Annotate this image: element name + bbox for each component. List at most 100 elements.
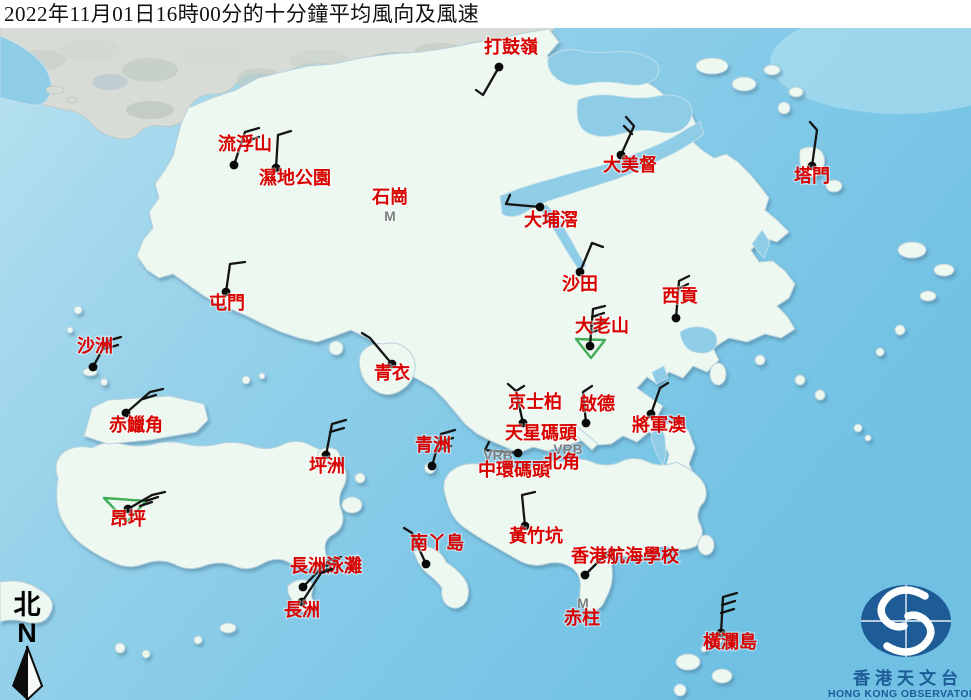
- station-tap-mun: 塔門: [793, 120, 831, 188]
- station-lau-fau-shan: 流浮山: [217, 126, 273, 170]
- station-label-waglan-island: 橫瀾島: [703, 631, 757, 653]
- station-note-central-pier: VRB: [483, 447, 513, 463]
- station-dot-lamma-island: [421, 559, 431, 569]
- station-dot-wetland-park: [271, 163, 281, 173]
- station-label-kings-park: 京士柏: [508, 391, 562, 413]
- wind-barb-sha-chau: [91, 335, 123, 369]
- wind-barb-tai-mei-tuk: [619, 115, 636, 157]
- station-label-wong-chuk-hang: 黃竹坑: [508, 525, 563, 547]
- station-label-kai-tak: 啟德: [579, 393, 615, 415]
- hk-island-land: [443, 458, 707, 612]
- station-note-shek-kong: M: [384, 208, 396, 224]
- station-label-tseung-kwan-o: 將軍澳: [632, 414, 687, 436]
- tseung-kwan-o-bay: [650, 421, 667, 468]
- station-dot-tai-mei-tuk: [616, 150, 626, 160]
- north-arrow-right: [26, 645, 44, 700]
- station-label-cheung-chau-beach: 長洲泳灘: [290, 555, 362, 577]
- hko-logo: 香港天文台 HONG KONG OBSERVATORY: [828, 585, 971, 700]
- station-dot-sai-kung: [671, 313, 681, 323]
- station-dot-green-island: [427, 461, 437, 471]
- station-label-lamma-island: 南丫島: [410, 532, 464, 554]
- station-label-tates-cairn: 大老山: [575, 315, 629, 337]
- plover-cove: [576, 94, 693, 137]
- station-dot-kings-park: [518, 418, 528, 428]
- station-star-ferry-pier: 天星碼頭: [483, 422, 579, 458]
- station-kai-tak: 啟德: [578, 384, 616, 428]
- station-label-stanley: 赤柱: [564, 607, 600, 629]
- station-waglan-island: 橫瀾島: [702, 591, 758, 654]
- station-label-tap-mun: 塔門: [794, 165, 830, 187]
- hebe-haven: [651, 365, 669, 385]
- station-dot-wong-chuk-hang: [520, 521, 530, 531]
- station-dot-chek-lap-kok: [121, 408, 131, 418]
- north-compass: 北 N: [12, 590, 44, 700]
- station-dot-star-ferry-pier: [513, 448, 523, 458]
- wind-barb-hk-sea-school: [583, 547, 623, 577]
- wind-barb-ta-kwu-ling: [474, 65, 501, 97]
- station-tai-po-kau: 大埔滘: [504, 193, 579, 232]
- station-triangle-ngong-ping: [102, 496, 148, 524]
- station-dot-sha-tin: [575, 267, 585, 277]
- wind-barb-tsing-yi: [360, 331, 394, 366]
- station-hk-sea-school: 香港航海學校: [569, 544, 681, 580]
- station-sha-chau: 沙洲: [76, 335, 123, 372]
- station-lamma-island: 南丫島: [402, 526, 465, 569]
- title-bar: 2022年11月01日16時00分的十分鐘平均風向及風速: [0, 0, 971, 28]
- station-dot-cheung-chau: [297, 597, 307, 607]
- station-sha-tin: 沙田: [561, 241, 605, 296]
- wind-barb-kings-park: [506, 382, 526, 425]
- station-label-cheung-chau: 長洲: [284, 600, 320, 621]
- station-dot-waglan-island: [716, 628, 726, 638]
- station-dot-tuen-mun: [221, 287, 231, 297]
- station-dot-sha-chau: [88, 362, 98, 372]
- hk-land-group: [0, 28, 955, 697]
- station-cheung-chau: 長洲: [283, 567, 334, 622]
- lantau-island-land: [55, 440, 347, 570]
- station-dot-ta-kwu-ling: [494, 62, 504, 72]
- wind-barb-tap-mun: [808, 120, 819, 168]
- airport-island: [83, 395, 209, 445]
- station-label-tsing-yi: 青衣: [374, 362, 410, 384]
- station-label-peng-chau: 坪洲: [309, 456, 345, 477]
- station-label-chek-lap-kok: 赤鱲角: [109, 414, 163, 436]
- inland-waters: [499, 49, 771, 468]
- station-ta-kwu-ling: 打鼓嶺: [474, 35, 539, 97]
- station-dot-ngong-ping: [123, 504, 133, 514]
- station-cheung-chau-beach: 長洲泳灘: [289, 554, 363, 592]
- wind-barb-cheung-chau-beach: [301, 555, 343, 589]
- wind-barb-kai-tak: [581, 384, 594, 425]
- wind-barb-tuen-mun: [224, 260, 247, 294]
- station-kings-park: 京士柏: [506, 382, 563, 428]
- station-label-sai-kung: 西貢: [662, 286, 698, 307]
- station-dot-tseung-kwan-o: [646, 409, 656, 419]
- wind-barb-cheung-chau: [300, 567, 334, 604]
- wind-barb-chek-lap-kok: [124, 387, 165, 415]
- wind-barb-green-island: [430, 428, 457, 468]
- station-label-tuen-mun: 屯門: [209, 292, 245, 314]
- station-dot-tsing-yi: [387, 359, 397, 369]
- port-shelter: [679, 326, 718, 354]
- wind-barb-wong-chuk-hang: [520, 490, 537, 528]
- station-dot-kai-tak: [581, 418, 591, 428]
- wind-barb-star-ferry-pier: [483, 440, 520, 455]
- stations-layer: 打鼓嶺流浮山濕地公園M石崗大美督塔門大埔滘沙田西貢大老山屯門沙洲青衣赤鱲角京士柏…: [76, 35, 832, 655]
- station-stanley: M赤柱: [563, 594, 602, 630]
- station-label-lau-fau-shan: 流浮山: [218, 133, 272, 155]
- station-label-ta-kwu-ling: 打鼓嶺: [484, 36, 538, 58]
- station-wetland-park: 濕地公園: [258, 129, 332, 190]
- tsing-yi-island: [358, 342, 416, 396]
- compass-n-label: N: [17, 618, 37, 648]
- station-green-island: 青洲: [414, 428, 457, 471]
- southwest-land: [0, 580, 53, 624]
- station-dot-tap-mun: [807, 161, 817, 171]
- wind-barb-tates-cairn: [588, 304, 607, 348]
- station-shek-kong: M石崗: [370, 185, 410, 225]
- kai-tak-runway: [569, 423, 599, 451]
- station-label-shek-kong: 石崗: [371, 186, 408, 208]
- wind-barb-tai-po-kau: [504, 193, 542, 209]
- long-harbour: [751, 229, 771, 259]
- station-tuen-mun: 屯門: [208, 260, 247, 315]
- north-arrow-left: [12, 646, 27, 700]
